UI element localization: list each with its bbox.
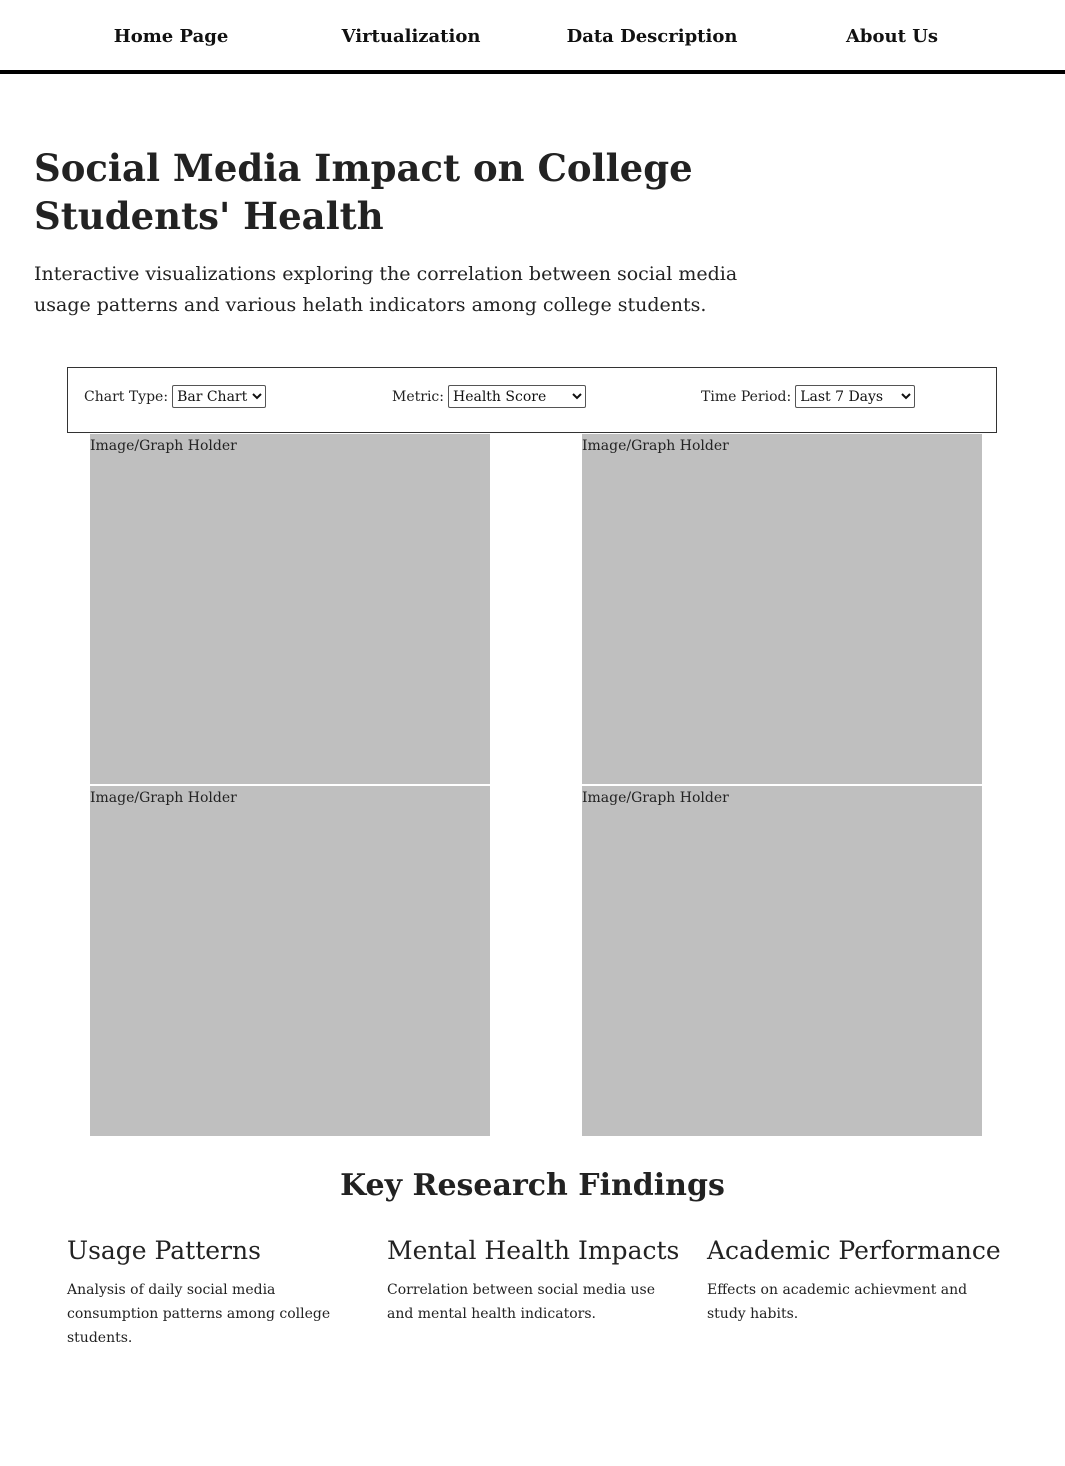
finding-academic-performance: Academic Performance Effects on academic… bbox=[707, 1234, 1001, 1326]
graph-holder-label: Image/Graph Holder bbox=[90, 790, 237, 806]
graph-holder-3: Image/Graph Holder bbox=[90, 786, 490, 1136]
finding-text: Correlation between social media use and… bbox=[387, 1282, 656, 1322]
graph-holder-1: Image/Graph Holder bbox=[90, 434, 490, 784]
time-period-select[interactable]: Last 7 Days bbox=[795, 385, 916, 408]
page-title: Social Media Impact on College Students'… bbox=[34, 146, 693, 238]
nav-virtualization[interactable]: Virtualization bbox=[341, 26, 481, 47]
page-subtitle: Interactive visualizations exploring the… bbox=[34, 263, 738, 316]
chart-type-label: Chart Type: bbox=[84, 388, 169, 405]
graph-holder-2: Image/Graph Holder bbox=[582, 434, 982, 784]
chart-controls-panel: Chart Type: Bar Chart Metric: Health Sco… bbox=[67, 367, 997, 433]
finding-mental-health: Mental Health Impacts Correlation betwee… bbox=[387, 1234, 680, 1326]
metric-control: Metric: Health Score bbox=[392, 385, 586, 408]
nav-home-page[interactable]: Home Page bbox=[113, 26, 229, 47]
metric-select[interactable]: Health Score bbox=[447, 385, 586, 408]
graph-holder-4: Image/Graph Holder bbox=[582, 786, 982, 1136]
finding-text: Effects on academic achievment and study… bbox=[707, 1282, 968, 1322]
chart-type-control: Chart Type: Bar Chart bbox=[84, 385, 267, 408]
graph-holder-label: Image/Graph Holder bbox=[582, 438, 729, 454]
graph-holder-label: Image/Graph Holder bbox=[90, 438, 237, 454]
finding-usage-patterns: Usage Patterns Analysis of daily social … bbox=[67, 1234, 357, 1350]
finding-heading: Academic Performance bbox=[707, 1236, 1001, 1265]
nav-data-description[interactable]: Data Description bbox=[566, 26, 738, 47]
metric-label: Metric: bbox=[392, 388, 444, 405]
nav-about-us[interactable]: About Us bbox=[845, 26, 939, 47]
findings-title: Key Research Findings bbox=[340, 1168, 725, 1203]
time-period-label: Time Period: bbox=[701, 388, 792, 405]
graph-holder-label: Image/Graph Holder bbox=[582, 790, 729, 806]
finding-heading: Usage Patterns bbox=[67, 1236, 261, 1265]
top-navigation: Home Page Virtualization Data Descriptio… bbox=[0, 0, 1065, 74]
chart-type-select[interactable]: Bar Chart bbox=[172, 385, 267, 408]
finding-heading: Mental Health Impacts bbox=[387, 1236, 680, 1265]
time-period-control: Time Period: Last 7 Days bbox=[701, 385, 916, 408]
finding-text: Analysis of daily social media consumpti… bbox=[67, 1282, 331, 1346]
